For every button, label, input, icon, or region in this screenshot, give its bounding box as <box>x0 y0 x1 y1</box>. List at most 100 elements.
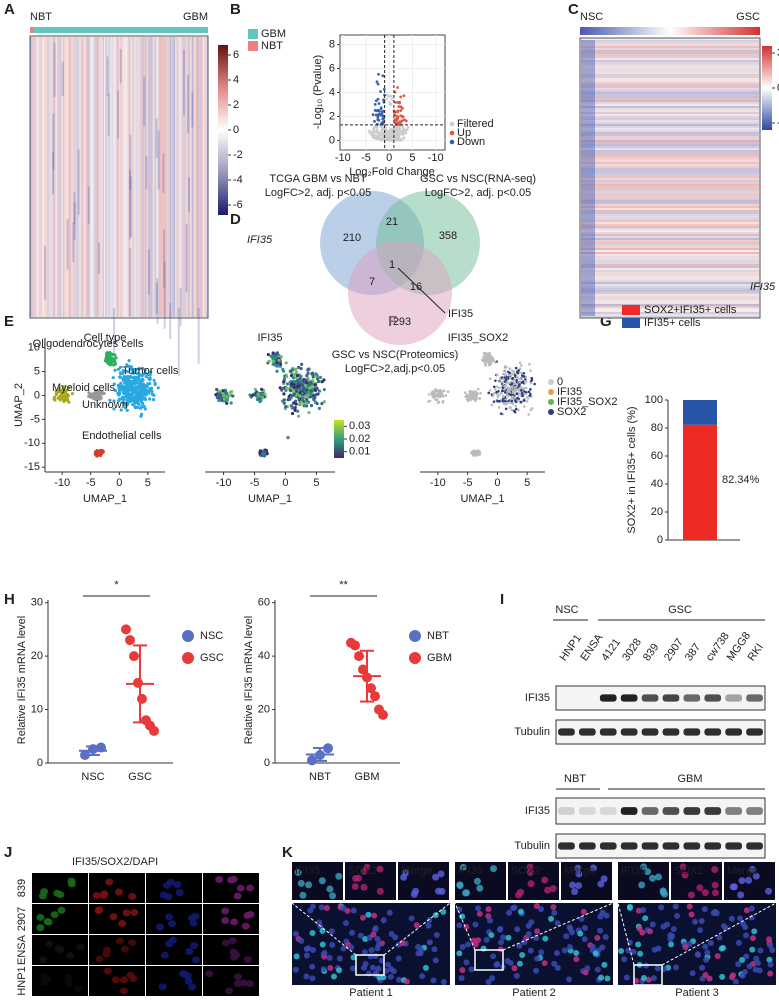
volcano-point <box>376 82 380 86</box>
cell <box>350 954 357 961</box>
blot <box>555 685 766 711</box>
umap-point <box>281 369 286 373</box>
x-tick-label: -5 <box>250 477 260 489</box>
x-tick-label: NSC <box>81 771 104 783</box>
heatmap-c-cell <box>581 72 759 74</box>
umap-point <box>298 394 302 398</box>
heatmap-c-cell <box>581 154 759 156</box>
heatmap-a-cell <box>195 37 198 317</box>
heatmap-a-cell <box>197 37 199 317</box>
heatmap-a-cell <box>168 37 170 317</box>
umap-point <box>222 397 226 401</box>
heatmap-a-cell <box>129 134 132 190</box>
channel-label: IFI35 <box>295 865 320 877</box>
cell <box>165 940 174 948</box>
umap-point <box>295 373 299 378</box>
umap-point <box>530 407 534 410</box>
umap-point <box>148 381 152 386</box>
legend-label: IFI35 <box>557 386 582 398</box>
heatmap-a-cell <box>162 37 165 317</box>
row-label: IFI35 <box>525 805 550 817</box>
umap-title: IFI35_SOX2 <box>448 332 509 344</box>
heatmap-a-cell <box>73 192 76 225</box>
umap-point <box>139 414 143 418</box>
heatmap-c-cell <box>581 272 759 274</box>
volcano-point <box>394 101 397 104</box>
cell <box>50 911 59 919</box>
cell <box>553 950 560 957</box>
band <box>662 728 680 736</box>
channel-label: IFI35 <box>621 865 646 877</box>
cell <box>403 978 410 985</box>
umap-point <box>285 375 289 379</box>
volcano-point <box>399 95 403 99</box>
band <box>746 842 763 850</box>
legend-dot <box>409 630 421 642</box>
cell <box>318 904 325 911</box>
umap-point <box>151 398 156 402</box>
heatmap-c-cell <box>581 82 759 84</box>
cell <box>66 952 75 960</box>
umap-title: IFI35 <box>257 332 282 344</box>
umap-point <box>131 402 135 407</box>
umap-point <box>517 399 521 403</box>
cell <box>600 875 608 883</box>
cell <box>310 947 317 954</box>
umap-point <box>479 391 482 395</box>
cell <box>621 956 628 963</box>
umap-point <box>137 377 141 381</box>
cell <box>360 883 368 891</box>
umap-point <box>441 395 445 398</box>
heatmap-c-cell <box>581 250 759 252</box>
volcano-point <box>371 136 375 139</box>
colorbar-tick-label: 0 <box>233 124 239 136</box>
legend-swatch <box>248 41 258 51</box>
umap-point <box>526 397 530 400</box>
cell <box>701 889 709 897</box>
band <box>579 694 596 701</box>
umap-point <box>299 400 303 404</box>
band <box>578 842 596 850</box>
value-label: 82.34% <box>722 474 760 486</box>
cell <box>573 950 580 957</box>
heatmap-c-cell <box>581 202 759 204</box>
cell <box>103 967 112 975</box>
band <box>620 807 638 815</box>
umap-point <box>313 383 317 387</box>
zoom-line <box>454 902 476 951</box>
cell <box>326 954 333 961</box>
umap-point <box>522 386 526 390</box>
umap-point <box>125 363 129 367</box>
umap-point <box>280 388 284 392</box>
cell <box>623 974 630 981</box>
umap-point <box>527 390 531 394</box>
heatmap-a-cell <box>46 37 48 317</box>
cell <box>459 863 467 871</box>
heatmap-a-cell <box>169 303 172 340</box>
umap-point <box>260 387 264 391</box>
cell <box>114 888 123 896</box>
heatmap-a-cell <box>79 37 81 317</box>
cell <box>372 952 379 959</box>
heatmap-a-cell <box>30 37 32 317</box>
heatmap-a-cell <box>179 37 180 317</box>
panel-letter: H <box>4 591 15 608</box>
umap-point <box>478 397 482 400</box>
umap-point <box>473 451 476 455</box>
cell <box>566 924 573 931</box>
colorbar-tick-label: -4 <box>233 174 243 186</box>
cell <box>376 887 384 895</box>
cell <box>649 874 657 882</box>
cell <box>246 884 255 892</box>
heatmap-c-cell <box>581 98 759 100</box>
heatmap-a-cell <box>116 37 118 317</box>
cell <box>329 941 336 948</box>
umap-point <box>309 392 313 396</box>
umap-point <box>121 400 125 404</box>
cell <box>739 956 746 963</box>
cell <box>305 945 312 952</box>
cell <box>748 905 755 912</box>
heatmap-a-cell <box>156 278 159 325</box>
cell <box>236 884 245 892</box>
umap-point <box>141 388 145 393</box>
